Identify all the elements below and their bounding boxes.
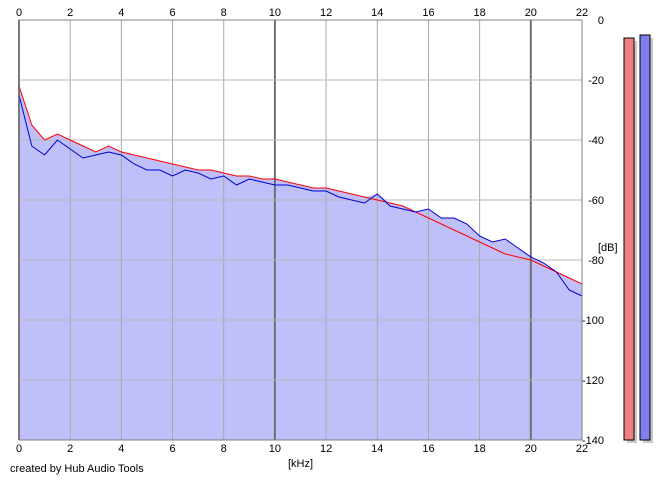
y-tick-label: -100: [582, 315, 604, 327]
x-tick-label-top: 16: [422, 7, 434, 19]
level-meter-bar-1: [623, 37, 635, 441]
y-axis-label: [dB]: [598, 242, 618, 254]
x-axis-label: [kHz]: [288, 458, 313, 470]
x-tick-label-top: 6: [169, 7, 175, 19]
level-meter-bar-2: [639, 34, 651, 441]
x-tick-label-bottom: 18: [474, 443, 486, 455]
x-tick-label-top: 4: [118, 7, 124, 19]
y-tick-label: -80: [588, 255, 604, 267]
y-tick-label: 0: [598, 15, 604, 27]
spectrum-fill-area: [19, 86, 582, 440]
x-tick-label-bottom: 4: [118, 443, 124, 455]
x-tick-label-bottom: 20: [525, 443, 537, 455]
y-tick-label: -20: [588, 75, 604, 87]
x-tick-label-top: 12: [320, 7, 332, 19]
x-tick-label-bottom: 16: [422, 443, 434, 455]
x-tick-label-bottom: 22: [576, 443, 588, 455]
x-tick-label-bottom: 12: [320, 443, 332, 455]
series-layer: [18, 85, 583, 297]
x-tick-label-bottom: 0: [16, 443, 22, 455]
series-line-2: [18, 94, 583, 297]
x-tick-label-bottom: 8: [221, 443, 227, 455]
x-tick-label-top: 14: [371, 7, 383, 19]
series-line-1: [18, 85, 583, 285]
plot-border: [18, 19, 583, 441]
x-tick-label-top: 18: [474, 7, 486, 19]
x-tick-label-bottom: 2: [67, 443, 73, 455]
x-tick-label-top: 20: [525, 7, 537, 19]
y-tick-label: -60: [588, 195, 604, 207]
x-tick-label-bottom: 14: [371, 443, 383, 455]
y-tick-label: -140: [582, 435, 604, 447]
spectrum-fill-layer: [19, 86, 582, 440]
y-tick-label: -120: [582, 375, 604, 387]
x-tick-label-top: 10: [269, 7, 281, 19]
x-tick-label-top: 8: [221, 7, 227, 19]
x-tick-label-bottom: 6: [169, 443, 175, 455]
x-tick-label-top: 0: [16, 7, 22, 19]
x-tick-label-bottom: 10: [269, 443, 281, 455]
x-tick-label-top: 22: [576, 7, 588, 19]
y-tick-label: -40: [588, 135, 604, 147]
tick-label-layer: 002244668810101212141416161818202022220-…: [16, 7, 604, 455]
level-meters: [623, 34, 653, 443]
x-tick-label-top: 2: [67, 7, 73, 19]
credit-text: created by Hub Audio Tools: [10, 463, 144, 475]
